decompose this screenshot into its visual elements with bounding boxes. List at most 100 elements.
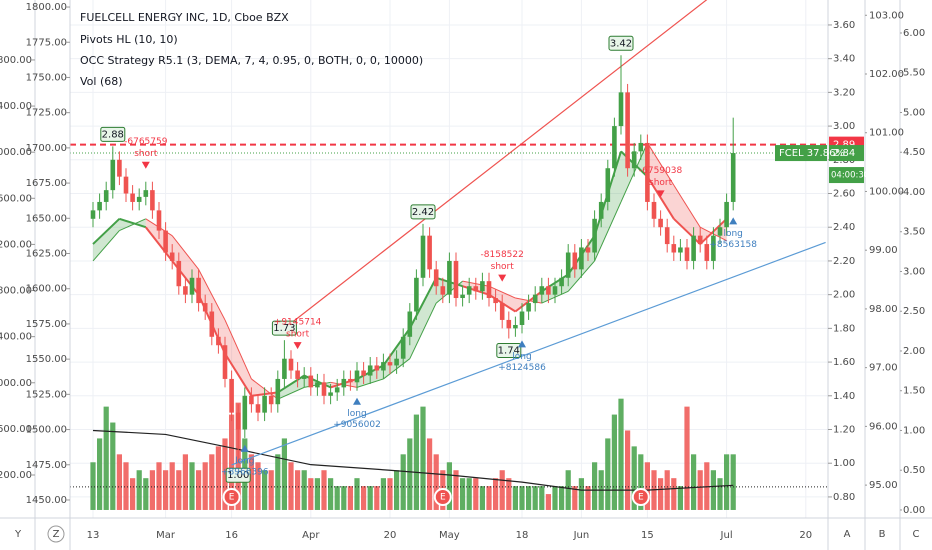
signal-amount: +9056002 [333, 420, 381, 430]
signal-side: long [347, 409, 366, 419]
signal-amount: +8966396 [221, 467, 269, 477]
x-tick-label: 20 [384, 530, 397, 541]
y-tick-label: 6000.00 [0, 147, 32, 158]
scale-button[interactable]: A [844, 529, 851, 540]
signal-amount: -6759038 [639, 166, 683, 176]
volume-bar [466, 478, 472, 510]
signal-arrow [656, 190, 665, 198]
volume-bar [526, 486, 532, 510]
volume-bar [262, 470, 268, 510]
candle-body [532, 294, 538, 304]
candle-body [605, 168, 611, 202]
candle-body [381, 362, 386, 371]
candle-body [625, 92, 630, 169]
y-tick-label: 102.00 [869, 69, 904, 80]
symbol-tag [775, 145, 827, 162]
y-tick-label: 5.50 [903, 68, 925, 79]
indicator-label: Pivots HL (10, 10) [80, 33, 178, 46]
y-tick-label: 5.00 [903, 107, 925, 118]
volume-bar [354, 478, 360, 510]
y-tick-label: 101.00 [869, 128, 904, 139]
candle-body [414, 277, 419, 312]
toolbar-button[interactable]: Z [53, 529, 60, 540]
y-tick-label: 6800.00 [0, 55, 32, 66]
candle-body [651, 201, 657, 219]
volume-bar [314, 478, 320, 510]
occ-cloud [409, 277, 437, 359]
volume-bar [328, 478, 334, 510]
y-tick-label: 1.60 [833, 357, 855, 368]
volume-bar [202, 462, 208, 510]
candle-body [374, 365, 380, 371]
candle-body [150, 190, 155, 211]
volume-bar [572, 486, 578, 510]
volume-bar [374, 486, 380, 510]
volume-bar [625, 430, 631, 510]
volume-bar [611, 414, 617, 510]
candle-body [519, 311, 525, 325]
candle-body [499, 303, 505, 320]
candle-body [513, 324, 518, 329]
volume-bar [413, 414, 419, 510]
volume-bar [704, 462, 710, 510]
x-tick-label: 20 [799, 530, 812, 541]
candle-body [420, 235, 426, 278]
candle-body [202, 303, 208, 312]
candle-body [480, 281, 485, 292]
scale-button[interactable]: C [913, 529, 920, 540]
candle-body [315, 382, 320, 388]
volume-bar [638, 454, 644, 510]
pivot-label: 2.88 [102, 129, 124, 140]
candle-body [97, 201, 102, 211]
volume-bar [215, 446, 221, 510]
toolbar-button[interactable]: Y [14, 529, 22, 540]
price-tag-label: 2.84 [833, 148, 855, 159]
pivot-box [608, 35, 634, 51]
candle-body [506, 319, 512, 329]
volume-bar [552, 486, 558, 510]
y-tick-label: 3200.00 [0, 470, 32, 481]
y-tick-label: 1450.00 [26, 495, 67, 506]
candle-body [440, 286, 446, 295]
volume-bar [97, 438, 103, 510]
volume-bar [585, 486, 591, 510]
y-tick-label: 5200.00 [0, 239, 32, 250]
trend-line [284, 0, 708, 329]
candle-body [189, 277, 195, 295]
indicator-label: Vol (68) [80, 75, 123, 88]
y-tick-label: 4400.00 [0, 332, 32, 343]
candle-body [678, 247, 683, 253]
volume-bar [691, 454, 697, 510]
y-tick-label: 2.20 [833, 256, 855, 267]
y-tick-label: 1600.00 [26, 284, 67, 295]
occ-cloud [93, 218, 120, 261]
signal-arrow [293, 342, 302, 350]
symbol-tag-label: FCEL 37.86% [779, 148, 845, 159]
candle-body [143, 190, 149, 197]
candle-body [539, 286, 545, 295]
scale-button[interactable]: B [879, 529, 886, 540]
candle-body [176, 260, 182, 287]
volume-bar [427, 438, 433, 510]
candle-body [103, 190, 109, 202]
y-tick-label: 1775.00 [26, 37, 67, 48]
candle-body [361, 370, 366, 376]
candle-body [156, 210, 162, 231]
volume-bar [499, 470, 505, 510]
pivot-label: 3.42 [610, 38, 632, 49]
volume-bar [479, 486, 485, 510]
y-tick-label: 4.00 [903, 187, 925, 198]
occ-fast-line [92, 218, 121, 245]
trend-line [231, 241, 826, 466]
candle-body [262, 395, 267, 413]
candle-body [123, 176, 129, 194]
candle-body [169, 252, 175, 261]
candle-body [433, 269, 439, 287]
volume-bar [295, 470, 301, 510]
candle-body [242, 395, 248, 430]
x-tick-label: 18 [516, 530, 529, 541]
y-tick-label: 3.00 [903, 266, 925, 277]
volume-bar [644, 462, 650, 510]
candle-body [90, 210, 96, 219]
